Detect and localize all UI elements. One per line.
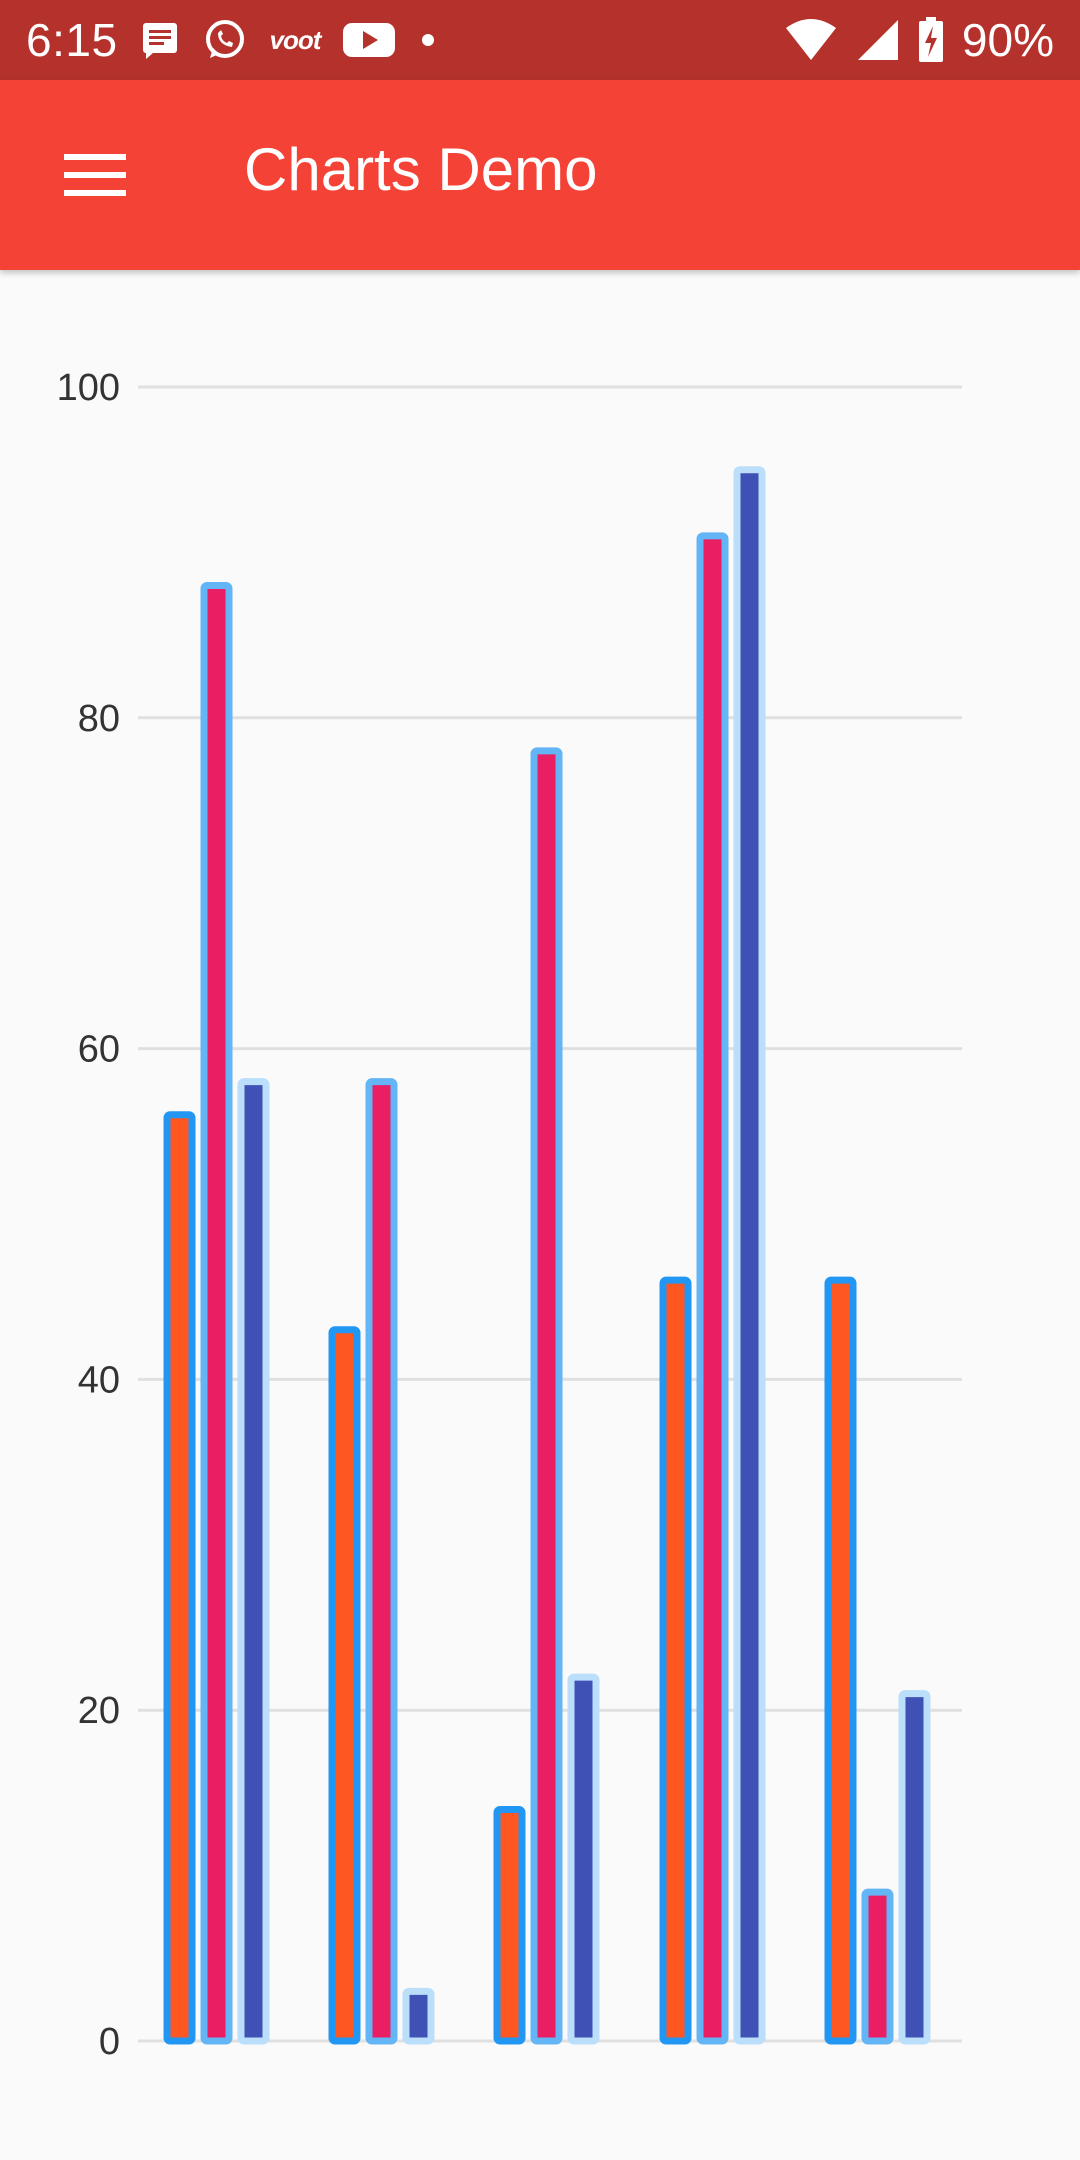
y-tick-label: 40 <box>78 1359 120 1401</box>
bar-series-1-group-3[interactable] <box>493 1805 526 2045</box>
status-left: 6:15 voot <box>26 13 438 67</box>
bar-series-3-group-3[interactable] <box>567 1673 600 2045</box>
menu-icon <box>64 154 126 196</box>
bar-series-2-group-4[interactable] <box>696 532 729 2045</box>
bar-series-3-group-4[interactable] <box>733 466 766 2045</box>
bar-series-3-group-5[interactable] <box>898 1690 931 2045</box>
voot-label: voot <box>269 25 322 55</box>
y-tick-label: 60 <box>78 1029 120 1071</box>
youtube-icon <box>342 20 396 60</box>
app-bar: Charts Demo <box>0 80 1080 270</box>
chart-svg: 0 20 40 60 80 100 <box>57 367 962 2063</box>
y-tick-label: 80 <box>78 698 120 740</box>
y-tick-label: 20 <box>78 1690 120 1732</box>
app-title: Charts Demo <box>244 136 598 203</box>
bar-series-2-group-1[interactable] <box>200 581 233 2045</box>
message-icon <box>140 20 180 60</box>
bar-chart: 0 20 40 60 80 100 <box>0 270 1080 2160</box>
battery-charging-icon <box>918 17 944 63</box>
wifi-icon <box>784 18 838 62</box>
bar-series-3-group-1[interactable] <box>237 1078 270 2045</box>
bar-series-1-group-1[interactable] <box>163 1111 196 2045</box>
status-right: 90% <box>784 13 1054 67</box>
signal-icon <box>856 18 900 62</box>
bar-series-1-group-2[interactable] <box>328 1326 361 2045</box>
battery-percentage: 90% <box>961 14 1054 66</box>
y-tick-label: 100 <box>57 367 120 409</box>
status-time: 6:15 <box>26 14 118 66</box>
bar-series-2-group-5[interactable] <box>861 1888 894 2045</box>
menu-button[interactable] <box>44 132 144 218</box>
y-tick-label: 0 <box>99 2021 120 2063</box>
status-bar: 6:15 voot <box>0 0 1080 80</box>
bar-series-1-group-5[interactable] <box>824 1276 857 2045</box>
whatsapp-icon <box>202 17 248 63</box>
dot-icon <box>418 30 438 50</box>
voot-icon: voot <box>269 25 322 55</box>
bar-series-2-group-2[interactable] <box>365 1078 398 2045</box>
bar-series-1-group-4[interactable] <box>659 1276 692 2045</box>
bar-series-2-group-3[interactable] <box>530 747 563 2045</box>
bar-series-3-group-2[interactable] <box>402 1987 435 2045</box>
